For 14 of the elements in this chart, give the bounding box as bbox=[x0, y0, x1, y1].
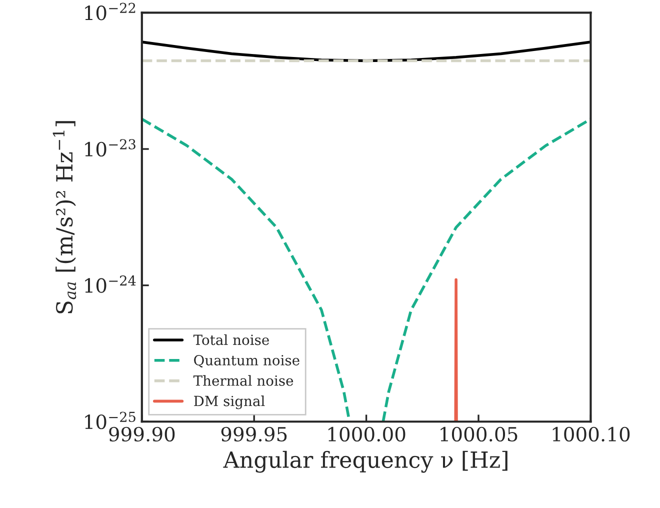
legend-label: Total noise bbox=[193, 334, 269, 346]
x-tick-label: 1000.05 bbox=[440, 426, 518, 442]
y-tick-label: 10$^{−24}$ bbox=[85, 275, 136, 293]
x-tick-label: 999.95 bbox=[221, 426, 287, 442]
legend-label: DM signal bbox=[194, 396, 265, 410]
y-tick-label: 10$^{−23}$ bbox=[85, 139, 136, 157]
legend-label: Quantum noise bbox=[194, 354, 300, 368]
y-tick-label: 10$^{−22}$ bbox=[85, 2, 136, 20]
x-tick-label: 1000.00 bbox=[328, 426, 406, 442]
legend-label: Thermal noise bbox=[193, 375, 294, 386]
y-axis-title: S$_{aa}$ [(m/s²)² Hz$^{−1}$] bbox=[52, 121, 76, 314]
x-axis-title: Angular frequency ν [Hz] bbox=[223, 450, 508, 473]
x-tick-label: 999.90 bbox=[109, 426, 175, 442]
x-tick-label: 1000.10 bbox=[552, 426, 630, 442]
